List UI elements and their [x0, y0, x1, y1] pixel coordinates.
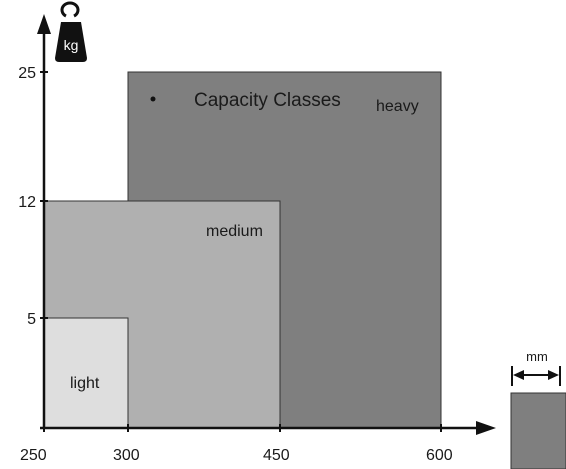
x-tick-label-450: 450 — [263, 447, 290, 464]
class-rect-light — [43, 317, 129, 429]
class-label-medium: medium — [206, 223, 263, 240]
x-tick-label-250: 250 — [20, 447, 47, 464]
class-rectangles — [43, 71, 442, 429]
tick-marks — [40, 71, 442, 432]
mm-unit-label: mm — [526, 349, 548, 364]
class-label-light: light — [70, 375, 100, 392]
weight-kg-icon: kg — [55, 1, 87, 62]
class-label-heavy: heavy — [376, 98, 419, 115]
title-bullet — [150, 96, 156, 102]
mm-sample-block — [510, 392, 566, 469]
axes — [37, 14, 496, 435]
weight-icon-label: kg — [64, 37, 79, 53]
y-tick-label-12: 12 — [18, 194, 36, 211]
mm-unit-symbol: mm — [510, 349, 566, 469]
x-axis-arrow — [476, 421, 496, 435]
x-tick-label-300: 300 — [113, 447, 140, 464]
y-axis-arrow — [37, 14, 51, 34]
chart-title: Capacity Classes — [194, 90, 341, 111]
y-tick-label-25: 25 — [18, 65, 36, 82]
x-tick-label-600: 600 — [426, 447, 453, 464]
y-tick-label-5: 5 — [27, 311, 36, 328]
